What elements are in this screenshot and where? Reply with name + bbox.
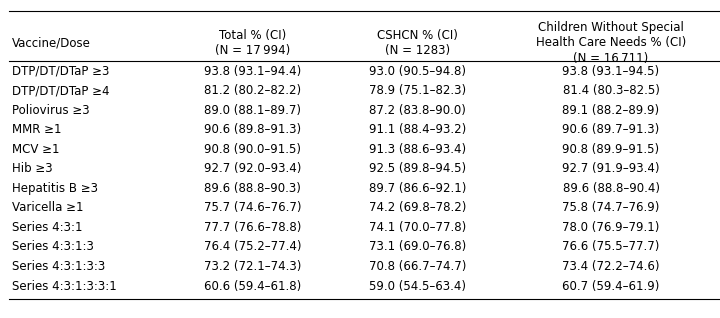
Text: 77.7 (76.6–78.8): 77.7 (76.6–78.8) [204, 221, 301, 234]
Text: 75.8 (74.7–76.9): 75.8 (74.7–76.9) [562, 201, 660, 214]
Text: 78.0 (76.9–79.1): 78.0 (76.9–79.1) [562, 221, 660, 234]
Text: 76.4 (75.2–77.4): 76.4 (75.2–77.4) [204, 240, 301, 253]
Text: CSHCN % (CI): CSHCN % (CI) [377, 29, 458, 42]
Text: 90.8 (89.9–91.5): 90.8 (89.9–91.5) [562, 143, 660, 156]
Text: Poliovirus ≥3: Poliovirus ≥3 [12, 104, 90, 117]
Text: Vaccine/Dose: Vaccine/Dose [12, 36, 91, 49]
Text: (N = 1283): (N = 1283) [384, 44, 450, 57]
Text: 73.4 (72.2–74.6): 73.4 (72.2–74.6) [562, 260, 660, 273]
Text: 92.5 (89.8–94.5): 92.5 (89.8–94.5) [369, 162, 466, 175]
Text: 90.6 (89.8–91.3): 90.6 (89.8–91.3) [204, 123, 301, 136]
Text: DTP/DT/DTaP ≥3: DTP/DT/DTaP ≥3 [12, 65, 109, 78]
Text: 92.7 (92.0–93.4): 92.7 (92.0–93.4) [204, 162, 301, 175]
Text: Hib ≥3: Hib ≥3 [12, 162, 53, 175]
Text: DTP/DT/DTaP ≥4: DTP/DT/DTaP ≥4 [12, 84, 109, 97]
Text: 76.6 (75.5–77.7): 76.6 (75.5–77.7) [562, 240, 660, 253]
Text: Series 4:3:1:3:3:1: Series 4:3:1:3:3:1 [12, 280, 117, 293]
Text: 89.1 (88.2–89.9): 89.1 (88.2–89.9) [562, 104, 660, 117]
Text: Children Without Special: Children Without Special [538, 21, 684, 34]
Text: Varicella ≥1: Varicella ≥1 [12, 201, 84, 214]
Text: 81.4 (80.3–82.5): 81.4 (80.3–82.5) [562, 84, 660, 97]
Text: (N = 17 994): (N = 17 994) [215, 44, 290, 57]
Text: Total % (CI): Total % (CI) [219, 29, 286, 42]
Text: 93.8 (93.1–94.5): 93.8 (93.1–94.5) [562, 65, 660, 78]
Text: 91.1 (88.4–93.2): 91.1 (88.4–93.2) [369, 123, 466, 136]
Text: Series 4:3:1:3: Series 4:3:1:3 [12, 240, 94, 253]
Text: Series 4:3:1: Series 4:3:1 [12, 221, 83, 234]
Text: Hepatitis B ≥3: Hepatitis B ≥3 [12, 182, 98, 195]
Text: 90.6 (89.7–91.3): 90.6 (89.7–91.3) [562, 123, 660, 136]
Text: MMR ≥1: MMR ≥1 [12, 123, 62, 136]
Text: 81.2 (80.2–82.2): 81.2 (80.2–82.2) [204, 84, 301, 97]
Text: 59.0 (54.5–63.4): 59.0 (54.5–63.4) [369, 280, 466, 293]
Text: Series 4:3:1:3:3: Series 4:3:1:3:3 [12, 260, 105, 273]
Text: MCV ≥1: MCV ≥1 [12, 143, 60, 156]
Text: 89.6 (88.8–90.3): 89.6 (88.8–90.3) [204, 182, 301, 195]
Text: Health Care Needs % (CI): Health Care Needs % (CI) [536, 36, 686, 49]
Text: 87.2 (83.8–90.0): 87.2 (83.8–90.0) [369, 104, 466, 117]
Text: 60.7 (59.4–61.9): 60.7 (59.4–61.9) [562, 280, 660, 293]
Text: 74.1 (70.0–77.8): 74.1 (70.0–77.8) [369, 221, 466, 234]
Text: 90.8 (90.0–91.5): 90.8 (90.0–91.5) [204, 143, 301, 156]
Text: 70.8 (66.7–74.7): 70.8 (66.7–74.7) [369, 260, 466, 273]
Text: 74.2 (69.8–78.2): 74.2 (69.8–78.2) [369, 201, 466, 214]
Text: 89.0 (88.1–89.7): 89.0 (88.1–89.7) [204, 104, 301, 117]
Text: 93.0 (90.5–94.8): 93.0 (90.5–94.8) [369, 65, 466, 78]
Text: 93.8 (93.1–94.4): 93.8 (93.1–94.4) [204, 65, 301, 78]
Text: 73.1 (69.0–76.8): 73.1 (69.0–76.8) [369, 240, 466, 253]
Text: 60.6 (59.4–61.8): 60.6 (59.4–61.8) [204, 280, 301, 293]
Text: 89.7 (86.6–92.1): 89.7 (86.6–92.1) [369, 182, 466, 195]
Text: 92.7 (91.9–93.4): 92.7 (91.9–93.4) [562, 162, 660, 175]
Text: 89.6 (88.8–90.4): 89.6 (88.8–90.4) [562, 182, 660, 195]
Text: 75.7 (74.6–76.7): 75.7 (74.6–76.7) [204, 201, 301, 214]
Text: 73.2 (72.1–74.3): 73.2 (72.1–74.3) [204, 260, 301, 273]
Text: (N = 16 711): (N = 16 711) [573, 52, 649, 65]
Text: 91.3 (88.6–93.4): 91.3 (88.6–93.4) [369, 143, 466, 156]
Text: 78.9 (75.1–82.3): 78.9 (75.1–82.3) [369, 84, 466, 97]
